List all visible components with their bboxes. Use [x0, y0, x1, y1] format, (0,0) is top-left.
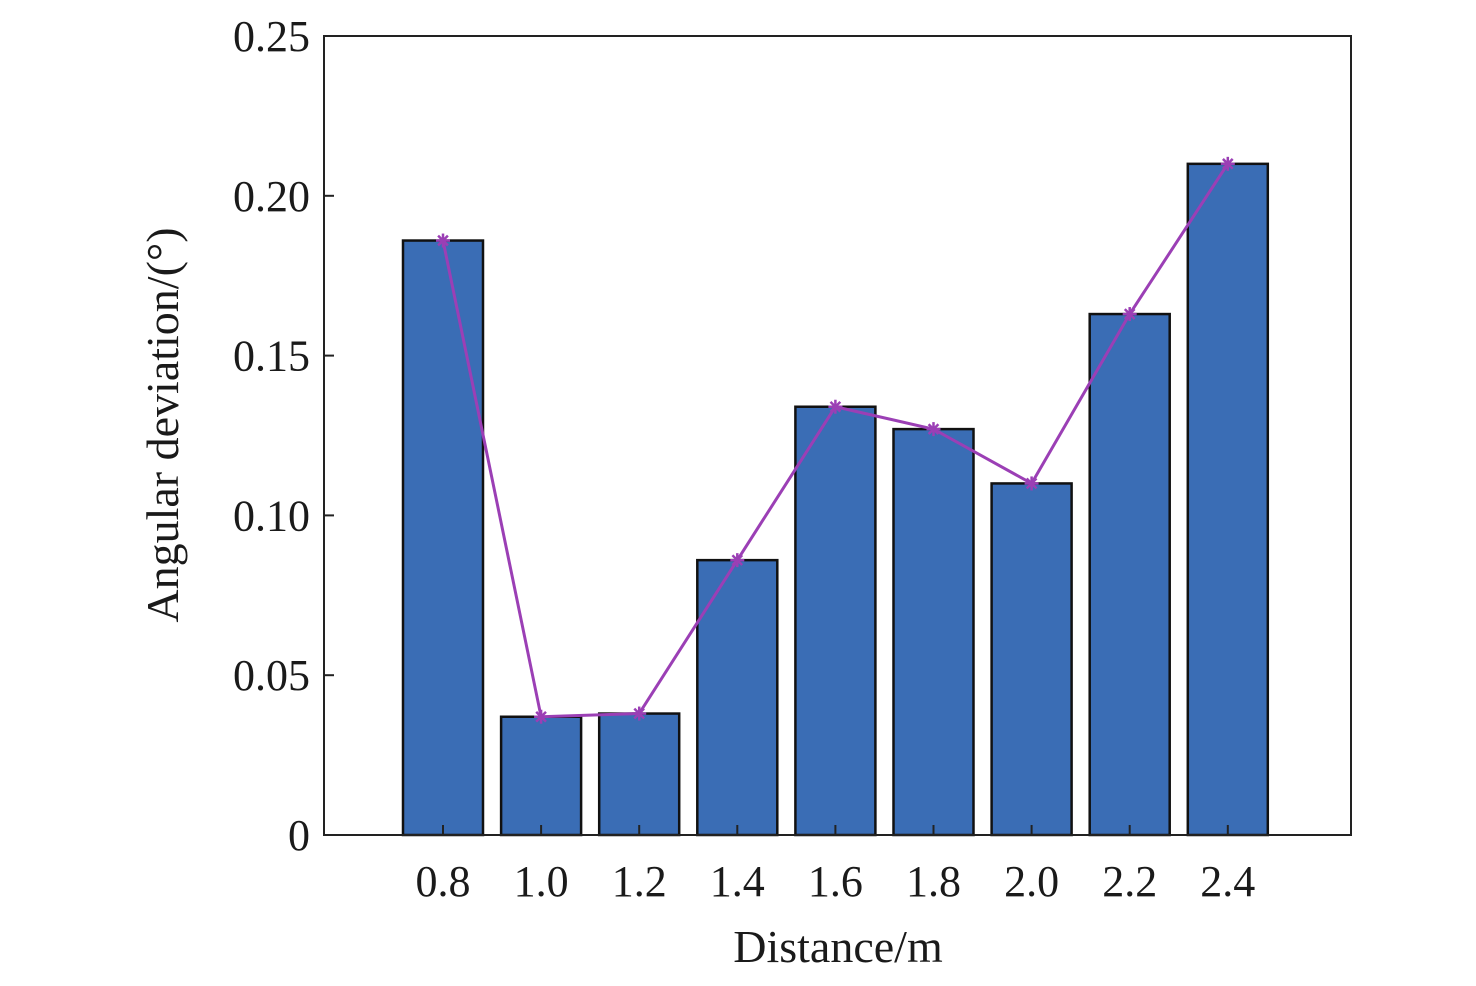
line-point-0.8 [436, 233, 450, 248]
line-point-2.0 [1024, 476, 1039, 491]
y-tick-label: 0 [288, 811, 310, 860]
bar-2.0 [990, 482, 1073, 837]
y-tick-label: 0.25 [233, 12, 310, 61]
line-point-2.4 [1220, 156, 1235, 171]
y-axis-title: Angular deviation/(°) [137, 227, 188, 622]
x-tick-label: 1.8 [906, 857, 961, 906]
line-point-1.6 [828, 399, 843, 414]
x-tick-label: 2.2 [1102, 857, 1157, 906]
line-point-1.8 [926, 422, 941, 437]
x-axis-title: Distance/m [733, 921, 943, 972]
bars-group [401, 162, 1270, 837]
bar-1.6 [794, 405, 877, 837]
y-tick-label: 0.10 [233, 491, 310, 540]
trend-line-group [436, 156, 1235, 724]
y-tick-label: 0.20 [233, 172, 310, 221]
x-tick-label: 0.8 [416, 857, 471, 906]
x-tick-label: 2.4 [1200, 857, 1255, 906]
bar-0.8 [401, 239, 485, 837]
x-tick-label: 1.2 [612, 857, 667, 906]
x-tick-label: 1.4 [710, 857, 765, 906]
x-tick-label: 2.0 [1004, 857, 1059, 906]
line-point-1.0 [534, 709, 549, 724]
bar-2.4 [1186, 162, 1270, 837]
bar-1.8 [892, 427, 975, 837]
bar-1.0 [499, 715, 583, 837]
line-point-1.2 [632, 706, 647, 721]
bar-1.4 [696, 558, 779, 837]
line-point-1.4 [730, 553, 745, 568]
y-tick-label: 0.05 [233, 651, 310, 700]
x-tick-label: 1.0 [514, 857, 569, 906]
plot-frame [323, 35, 1352, 836]
x-axis-ticks: 0.8 1.0 1.2 1.4 1.6 1.8 2.0 2.2 2.4 [416, 825, 1255, 906]
x-tick-label: 1.6 [808, 857, 863, 906]
y-axis-ticks: 0 0.05 0.10 0.15 0.20 0.25 [233, 12, 334, 860]
bar-1.2 [597, 712, 681, 837]
bar-2.2 [1088, 312, 1171, 837]
line-point-2.2 [1122, 307, 1137, 322]
y-tick-label: 0.15 [233, 332, 310, 381]
